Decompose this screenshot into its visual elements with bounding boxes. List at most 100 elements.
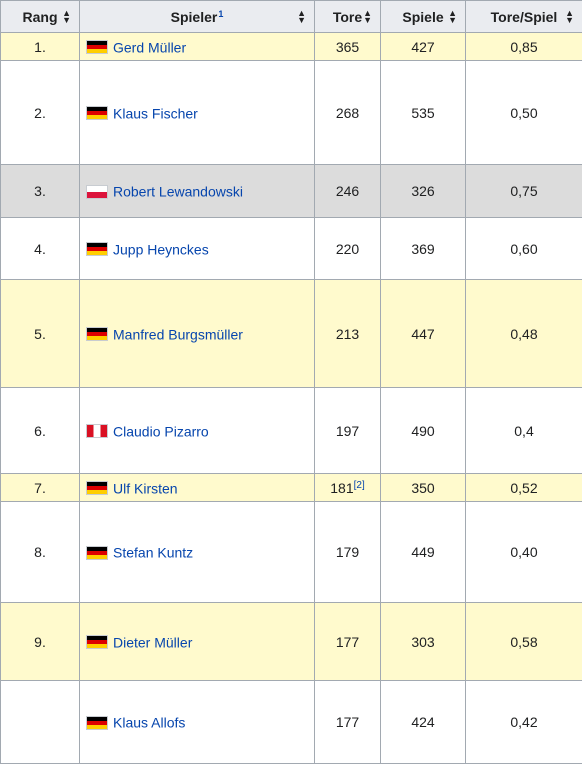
player-cell: Dieter Müller [79, 602, 315, 681]
germany-flag-icon [86, 106, 108, 121]
footnote-link[interactable]: 1 [218, 8, 224, 19]
goals-cell: 177 [314, 680, 381, 764]
rank-cell: 6. [0, 387, 80, 474]
rank-cell [0, 680, 80, 764]
table-row: 5. Manfred Burgsmüller 213 447 0,48 [0, 279, 582, 388]
player-cell: Stefan Kuntz [79, 501, 315, 603]
germany-flag-icon [86, 715, 108, 730]
games-cell: 427 [380, 32, 466, 61]
column-header-goals[interactable]: Tore ▲ ▼ [314, 0, 381, 33]
goals-value: 181 [330, 479, 354, 496]
goals-cell: 179 [314, 501, 381, 603]
ratio-cell: 0,85 [465, 32, 582, 61]
goals-cell: 268 [314, 60, 381, 165]
sort-icon[interactable]: ▲ ▼ [363, 7, 372, 25]
player-link[interactable]: Dieter Müller [113, 634, 193, 651]
goals-cell: 246 [314, 164, 381, 218]
peru-flag-icon [86, 424, 108, 439]
player-cell: Klaus Allofs [79, 680, 315, 764]
column-header-player[interactable]: Spieler1 ▲ ▼ [79, 0, 315, 33]
player-cell: Robert Lewandowski [79, 164, 315, 218]
ratio-cell: 0,75 [465, 164, 582, 218]
table-row: 2. Klaus Fischer 268 535 0,50 [0, 60, 582, 165]
player-cell: Ulf Kirsten [79, 473, 315, 502]
player-cell: Gerd Müller [79, 32, 315, 61]
germany-flag-icon [86, 481, 108, 496]
player-link[interactable]: Jupp Heynckes [113, 241, 209, 258]
player-link[interactable]: Ulf Kirsten [113, 480, 178, 497]
table-row: 4. Jupp Heynckes 220 369 0,60 [0, 217, 582, 280]
ratio-cell: 0,48 [465, 279, 582, 388]
ratio-cell: 0,58 [465, 602, 582, 681]
germany-flag-icon [86, 635, 108, 650]
games-cell: 490 [380, 387, 466, 474]
goals-cell: 181[2] [314, 473, 381, 502]
poland-flag-icon [86, 184, 108, 199]
column-header-games[interactable]: Spiele ▲ ▼ [380, 0, 466, 33]
goals-cell: 213 [314, 279, 381, 388]
games-cell: 369 [380, 217, 466, 280]
table-row: Klaus Allofs 177 424 0,42 [0, 680, 582, 764]
reference-link[interactable]: [2] [353, 479, 365, 491]
ratio-cell: 0,42 [465, 680, 582, 764]
table-row: 1. Gerd Müller 365 427 0,85 [0, 32, 582, 61]
table-row: 3. Robert Lewandowski 246 326 0,75 [0, 164, 582, 218]
goals-cell: 177 [314, 602, 381, 681]
germany-flag-icon [86, 242, 108, 257]
ratio-cell: 0,40 [465, 501, 582, 603]
player-link[interactable]: Robert Lewandowski [113, 183, 243, 200]
sort-icon[interactable]: ▲ ▼ [565, 7, 574, 25]
rank-cell: 2. [0, 60, 80, 165]
games-cell: 350 [380, 473, 466, 502]
column-header-label: Spiele [402, 8, 444, 25]
player-link[interactable]: Gerd Müller [113, 39, 187, 56]
sort-icon[interactable]: ▲ ▼ [448, 7, 457, 25]
table-row: 9. Dieter Müller 177 303 0,58 [0, 602, 582, 681]
player-cell: Jupp Heynckes [79, 217, 315, 280]
germany-flag-icon [86, 327, 108, 342]
games-cell: 424 [380, 680, 466, 764]
germany-flag-icon [86, 545, 108, 560]
rank-cell: 4. [0, 217, 80, 280]
player-link[interactable]: Manfred Burgsmüller [113, 326, 243, 343]
rank-cell: 8. [0, 501, 80, 603]
column-header-rank[interactable]: Rang ▲ ▼ [0, 0, 80, 33]
column-header-label: Tore [332, 8, 363, 25]
sort-icon[interactable]: ▲ ▼ [297, 7, 306, 25]
player-link[interactable]: Stefan Kuntz [113, 544, 194, 561]
rank-cell: 3. [0, 164, 80, 218]
header-row: Rang ▲ ▼ Spieler1 ▲ ▼ Tore ▲ ▼ Spiele ▲ ▼ To… [0, 0, 582, 33]
player-link[interactable]: Klaus Fischer [113, 105, 198, 122]
column-header-label: Tore/Spiel [490, 8, 558, 25]
column-header-ratio[interactable]: Tore/Spiel ▲ ▼ [465, 0, 582, 33]
games-cell: 447 [380, 279, 466, 388]
games-cell: 303 [380, 602, 466, 681]
player-link[interactable]: Claudio Pizarro [113, 423, 209, 440]
player-link[interactable]: Klaus Allofs [113, 714, 186, 731]
table-row: 8. Stefan Kuntz 179 449 0,40 [0, 501, 582, 603]
rank-cell: 5. [0, 279, 80, 388]
column-header-label: Spieler [170, 8, 218, 25]
goals-cell: 220 [314, 217, 381, 280]
ratio-cell: 0,52 [465, 473, 582, 502]
goals-cell: 197 [314, 387, 381, 474]
games-cell: 535 [380, 60, 466, 165]
games-cell: 449 [380, 501, 466, 603]
sort-icon[interactable]: ▲ ▼ [62, 7, 71, 25]
table-row: 6. Claudio Pizarro 197 490 0,4 [0, 387, 582, 474]
germany-flag-icon [86, 40, 108, 55]
rank-cell: 7. [0, 473, 80, 502]
rank-cell: 9. [0, 602, 80, 681]
goals-cell: 365 [314, 32, 381, 61]
games-cell: 326 [380, 164, 466, 218]
player-cell: Klaus Fischer [79, 60, 315, 165]
ratio-cell: 0,60 [465, 217, 582, 280]
column-header-label: Rang [22, 8, 58, 25]
rank-cell: 1. [0, 32, 80, 61]
player-cell: Manfred Burgsmüller [79, 279, 315, 388]
ratio-cell: 0,4 [465, 387, 582, 474]
table-row: 7. Ulf Kirsten 181[2] 350 0,52 [0, 473, 582, 502]
ratio-cell: 0,50 [465, 60, 582, 165]
player-cell: Claudio Pizarro [79, 387, 315, 474]
